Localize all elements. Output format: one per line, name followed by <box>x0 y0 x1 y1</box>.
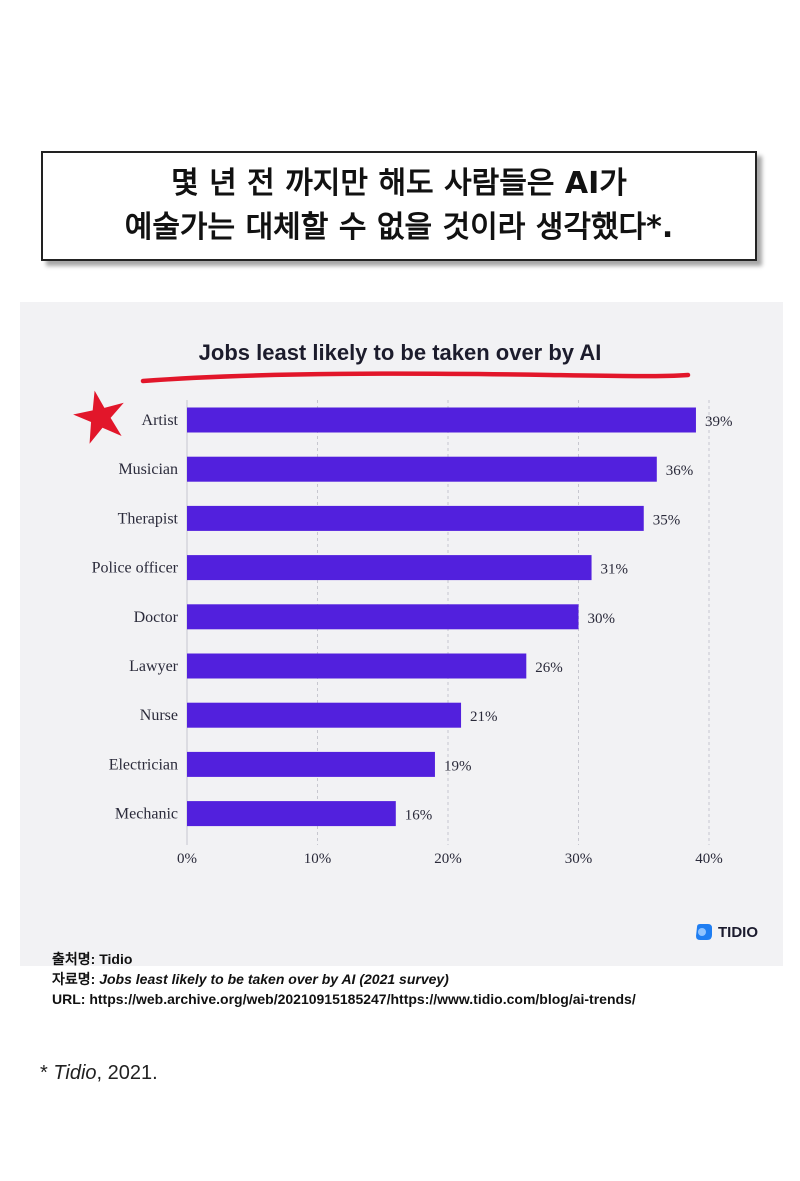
footnote: * Tidio, 2021. <box>40 1062 158 1085</box>
x-tick-label: 40% <box>695 851 723 867</box>
title-underline <box>140 371 691 384</box>
chart-title: Jobs least likely to be taken over by AI <box>198 340 602 365</box>
value-label: 19% <box>444 758 472 774</box>
bar <box>187 702 462 728</box>
bar <box>187 407 696 433</box>
category-label: Mechanic <box>115 806 178 823</box>
headline-line-1: 몇 년 전 까지만 해도 사람들은 AI가 <box>171 166 627 201</box>
url-line: URL: https://web.archive.org/web/2021091… <box>52 989 636 1009</box>
title-line: 자료명: Jobs least likely to be taken over … <box>52 969 636 989</box>
value-label: 26% <box>535 660 563 676</box>
category-label: Musician <box>118 461 178 478</box>
footnote-year: , 2021. <box>96 1062 158 1084</box>
category-label: Electrician <box>109 756 178 773</box>
x-tick-label: 20% <box>434 851 462 867</box>
value-label: 16% <box>405 808 433 824</box>
bar <box>187 505 644 531</box>
source-credits: 출처명: Tidio 자료명: Jobs least likely to be … <box>52 949 636 1009</box>
x-tick-label: 10% <box>304 851 332 867</box>
value-label: 31% <box>601 562 629 578</box>
url-value[interactable]: https://web.archive.org/web/202109151852… <box>89 991 636 1007</box>
category-label: Therapist <box>118 510 179 527</box>
tidio-logo-text: TIDIO <box>718 923 758 941</box>
x-tick-label: 0% <box>177 851 197 867</box>
value-label: 21% <box>470 709 498 725</box>
value-label: 30% <box>588 611 616 627</box>
footnote-star: * <box>40 1062 48 1084</box>
title-label: 자료명: <box>52 971 96 987</box>
footnote-name: Tidio <box>53 1062 97 1084</box>
source-line: 출처명: Tidio <box>52 949 636 969</box>
url-label: URL: <box>52 991 86 1007</box>
bar <box>187 751 435 777</box>
category-label: Lawyer <box>129 658 179 675</box>
bar <box>187 801 396 827</box>
value-label: 35% <box>653 512 681 528</box>
bar <box>187 604 579 630</box>
headline-box: 몇 년 전 까지만 해도 사람들은 AI가 예술가는 대체할 수 없을 것이라 … <box>41 151 757 261</box>
bar <box>187 653 527 679</box>
category-label: Police officer <box>92 560 179 577</box>
category-label: Nurse <box>140 707 178 724</box>
source-label: 출처명: <box>52 951 96 967</box>
tidio-logo-icon <box>695 923 713 941</box>
bar <box>187 555 592 581</box>
red-star-icon <box>73 390 124 444</box>
title-value: Jobs least likely to be taken over by AI… <box>99 971 449 987</box>
category-label: Artist <box>142 412 179 429</box>
source-value: Tidio <box>99 951 133 967</box>
x-tick-label: 30% <box>565 851 593 867</box>
category-label: Doctor <box>134 609 179 626</box>
headline-line-2: 예술가는 대체할 수 없을 것이라 생각했다*. <box>124 210 674 245</box>
value-label: 39% <box>705 414 733 430</box>
bar-chart: Artist Musician Therapist Police officer Doc… <box>73 371 733 867</box>
value-label: 36% <box>666 463 694 479</box>
tidio-logo: TIDIO <box>695 923 758 941</box>
bar <box>187 456 657 482</box>
